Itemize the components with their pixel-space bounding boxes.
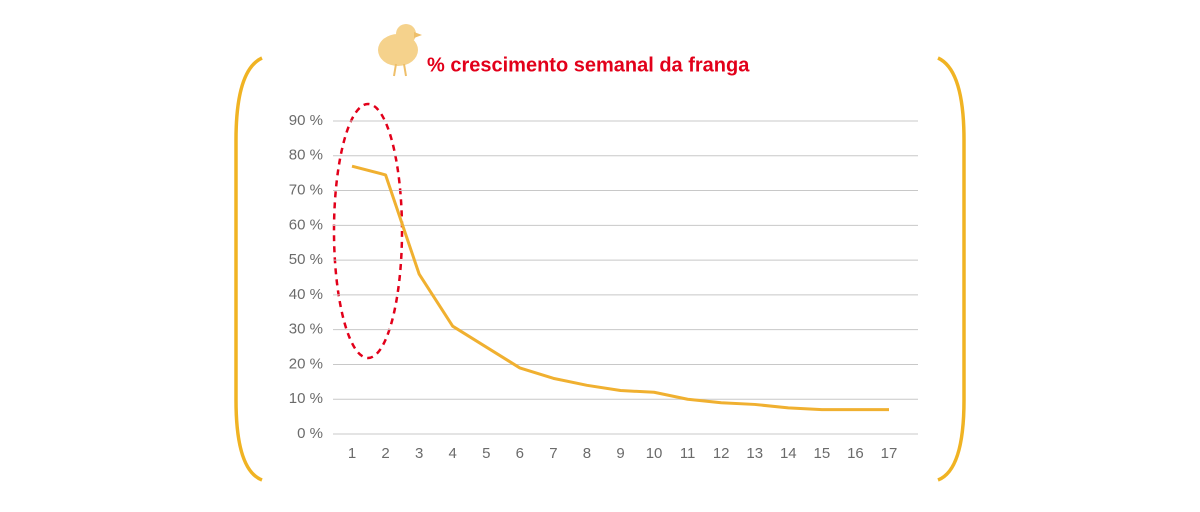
x-tick-label: 11 (680, 445, 696, 462)
y-tick-label: 80 % (289, 147, 323, 164)
chart-title: % crescimento semanal da franga (427, 54, 750, 76)
x-tick-label: 2 (381, 445, 389, 462)
x-tick-label: 7 (549, 445, 557, 462)
y-tick-label: 10 % (289, 390, 323, 407)
y-tick-label: 60 % (289, 216, 323, 233)
x-tick-label: 10 (646, 445, 663, 462)
y-tick-label: 50 % (289, 251, 323, 268)
x-tick-label: 15 (814, 445, 831, 462)
highlight-ellipse (332, 102, 404, 360)
x-tick-label: 12 (713, 445, 730, 462)
x-tick-label: 5 (482, 445, 490, 462)
y-tick-label: 90 % (289, 112, 323, 129)
x-tick-label: 6 (516, 445, 524, 462)
right-bracket (937, 56, 966, 482)
x-tick-label: 3 (415, 445, 423, 462)
x-tick-label: 4 (449, 445, 457, 462)
y-tick-label: 20 % (289, 355, 323, 372)
x-tick-label: 17 (881, 445, 898, 462)
x-tick-label: 14 (780, 445, 797, 462)
y-tick-label: 40 % (289, 286, 323, 303)
x-tick-label: 13 (746, 445, 763, 462)
x-tick-label: 8 (583, 445, 591, 462)
y-tick-label: 0 % (297, 425, 323, 442)
x-tick-label: 9 (616, 445, 624, 462)
y-tick-label: 30 % (289, 321, 323, 338)
chick-icon (378, 24, 422, 77)
y-tick-label: 70 % (289, 182, 323, 199)
x-tick-label: 1 (348, 445, 356, 462)
line (351, 164, 889, 412)
left-bracket (234, 56, 263, 482)
x-tick-label: 16 (847, 445, 864, 462)
